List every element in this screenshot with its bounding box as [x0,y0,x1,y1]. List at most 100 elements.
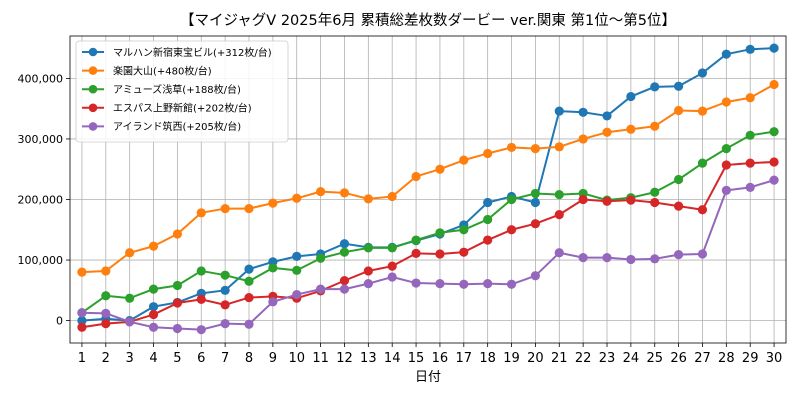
x-tick-label: 20 [527,351,544,366]
data-point [339,188,350,198]
legend-swatch-marker [88,66,98,75]
data-point [506,279,517,289]
x-tick-label: 9 [269,351,277,366]
legend-label: アイランド筑西(+205枚/台) [113,120,241,133]
data-point [101,319,111,329]
data-point [77,267,87,277]
data-point [506,194,517,205]
legend-label: マルハン新宿東宝ビル(+312枚/台) [113,46,272,59]
data-point [292,289,302,300]
data-point [554,210,564,220]
x-tick-label: 17 [456,351,473,366]
series-4 [77,157,779,332]
data-point [745,182,755,192]
data-point [483,214,493,225]
data-point [101,308,111,318]
data-point [220,319,230,329]
data-point [125,317,135,327]
x-axis-title: 日付 [415,370,441,385]
data-point [674,174,684,185]
data-point [721,144,731,154]
x-tick-label: 29 [742,351,759,366]
x-tick-label: 13 [360,351,377,366]
data-point [220,285,230,295]
data-point [769,157,779,167]
data-point [530,188,541,199]
data-point [387,243,397,253]
data-point [268,263,278,273]
data-point [244,319,254,329]
data-point [339,284,350,294]
data-point [578,253,588,263]
data-point [125,293,135,303]
data-point [220,270,230,280]
x-tick-label: 3 [126,351,134,366]
x-tick-label: 26 [670,351,687,366]
x-tick-label: 4 [149,351,157,366]
x-tick-label: 11 [312,351,329,366]
data-point [483,148,493,159]
y-tick-label: 400,000 [18,72,64,85]
series-5 [77,175,779,335]
chart-title: 【マイジャグV 2025年6月 累積総差枚数ダービー ver.関東 第1位～第5… [180,11,676,29]
data-point [292,251,302,262]
data-point [769,175,779,185]
legend-frame [75,40,289,143]
series-line [81,130,775,314]
data-point [674,81,684,91]
data-point [387,191,397,202]
y-tick-label: 0 [56,315,63,328]
data-point [148,309,159,320]
data-point [435,249,445,259]
x-tick-label: 1 [78,351,86,366]
series-line [81,179,775,331]
data-point [650,82,660,92]
data-point [626,195,636,205]
y-tick-label: 200,000 [18,193,64,206]
data-point [316,187,326,197]
x-tick-label: 22 [575,351,592,366]
data-point [77,322,87,332]
data-point [554,142,564,152]
data-point [339,247,350,257]
legend-swatch-marker [88,122,98,131]
data-point [196,325,206,335]
data-point [721,97,731,107]
data-point [626,124,636,134]
data-point [387,261,397,271]
x-tick-label: 14 [384,351,401,366]
data-point [125,248,135,258]
data-point [650,187,660,197]
data-point [650,121,660,131]
data-point [506,142,517,153]
legend-label: アミューズ浅草(+188枚/台) [113,83,241,96]
data-point [363,194,373,204]
data-point [172,323,182,334]
data-point [148,302,159,312]
data-point [602,111,612,121]
x-tick-label: 27 [694,351,711,366]
data-point [721,49,731,59]
data-point [721,160,731,170]
data-point [292,193,302,203]
legend-item: マルハン新宿東宝ビル(+312枚/台) [82,46,272,59]
legend-label: エスパス上野新館(+202枚/台) [113,102,252,115]
data-point [626,254,636,265]
data-point [483,279,493,289]
series-3 [77,127,779,318]
data-point [268,198,278,208]
x-tick-label: 19 [503,351,520,366]
data-point [411,235,421,245]
legend-item: エスパス上野新館(+202枚/台) [82,102,252,115]
data-point [411,278,421,288]
data-point [363,243,373,253]
data-point [769,127,779,137]
legend: マルハン新宿東宝ビル(+312枚/台) 楽園大山(+480枚/台) アミューズ浅草(… [75,40,289,143]
data-point [220,300,230,310]
x-tick-label: 2 [102,351,110,366]
legend-item: アミューズ浅草(+188枚/台) [82,83,241,96]
data-point [602,253,612,263]
data-point [721,185,731,196]
data-point [268,297,278,307]
x-tick-label: 30 [766,351,783,366]
